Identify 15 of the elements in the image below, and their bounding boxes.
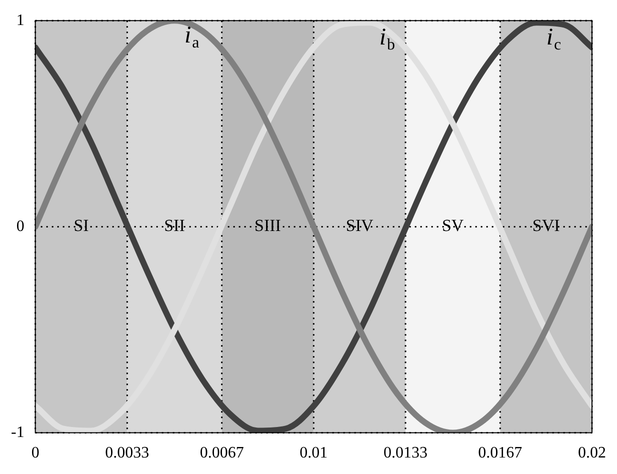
x-tick-label: 0.0067 bbox=[200, 444, 244, 462]
x-tick-label: 0.01 bbox=[300, 444, 328, 462]
x-tick-label: 0 bbox=[31, 444, 40, 462]
x-tick-label: 0.02 bbox=[578, 444, 606, 462]
y-tick-label: 0 bbox=[16, 218, 24, 235]
band-label: SII bbox=[164, 216, 186, 236]
band-label: SVI bbox=[532, 216, 560, 236]
x-tick-label: 0.0133 bbox=[384, 444, 428, 462]
x-tick-label: 0.0033 bbox=[105, 444, 150, 462]
band-label: SIV bbox=[346, 216, 374, 236]
x-tick-label: 0.0167 bbox=[478, 444, 522, 462]
band-label: SV bbox=[442, 216, 464, 236]
band-label: SI bbox=[74, 216, 90, 236]
y-tick-label: 1 bbox=[16, 12, 24, 29]
y-tick-label: -1 bbox=[11, 424, 24, 442]
